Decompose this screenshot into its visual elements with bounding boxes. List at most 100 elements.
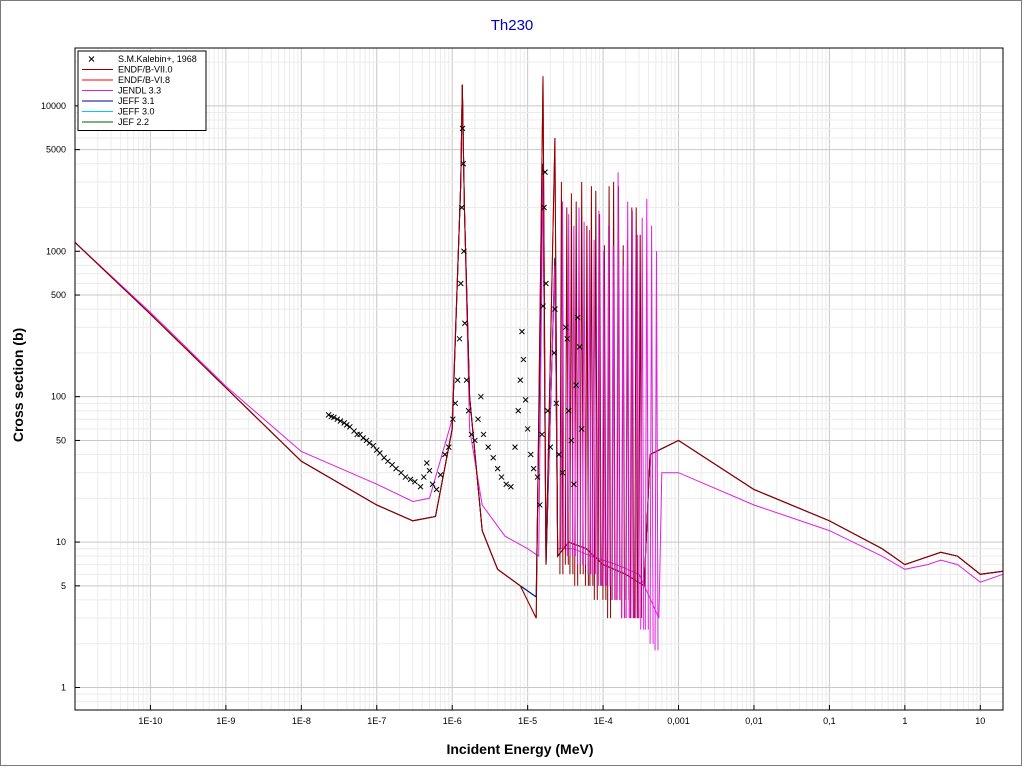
y-tick-label: 5	[61, 581, 66, 591]
data-point	[407, 476, 414, 483]
resonance-spike	[584, 225, 589, 586]
data-point	[543, 280, 549, 287]
data-point	[541, 204, 547, 211]
resonance-spike	[596, 210, 601, 586]
data-point	[442, 451, 448, 458]
data-point	[393, 465, 399, 472]
data-point	[498, 474, 505, 480]
data-point	[433, 486, 440, 493]
data-point	[517, 377, 524, 383]
resonance-spike	[640, 217, 645, 630]
x-axis-label: Incident Energy (MeV)	[446, 741, 593, 757]
y-tick-label: 10000	[41, 101, 66, 111]
ticks-layer: 1E-10 1E-9 1E-8 1E-7 1E-6 1E-5 1E-4 0,001 0,01 0,…	[41, 101, 985, 726]
data-point	[331, 414, 337, 421]
plot-area	[74, 47, 1004, 711]
data-point	[465, 407, 472, 414]
data-point	[420, 474, 427, 480]
data-point	[343, 421, 350, 428]
resonance-spike	[571, 225, 576, 557]
legend-entry: ENDF/B-VII.0	[118, 65, 173, 75]
data-point	[423, 460, 430, 466]
legend-entry: ENDF/B-VI.8	[118, 75, 170, 85]
y-tick-label: 5000	[46, 145, 66, 155]
resonance-spike	[582, 221, 587, 565]
y-tick-label: 1000	[46, 246, 66, 256]
resonance-spike	[601, 251, 606, 586]
legend-box	[77, 50, 207, 131]
resonance-spike	[560, 201, 565, 549]
marker-layer	[325, 125, 585, 508]
legend-entry: JEF 2.2	[118, 117, 149, 127]
resonance-spike	[625, 201, 630, 619]
data-point	[412, 478, 418, 485]
legend-entry: S.M.Kalebin+, 1968	[118, 54, 197, 64]
x-tick-label: 1E-9	[216, 716, 235, 726]
data-point	[366, 440, 373, 446]
resonance-spike	[602, 245, 607, 600]
legend-entry: JEFF 3.0	[118, 107, 155, 117]
data-point	[544, 407, 551, 414]
y-tick-label: 50	[56, 435, 66, 445]
data-point	[522, 397, 529, 403]
y-tick-label: 100	[51, 392, 66, 402]
data-point	[542, 169, 548, 176]
x-tick-label: 1E-10	[138, 716, 162, 726]
data-point	[402, 474, 409, 480]
data-point	[530, 465, 537, 472]
resonance-spike	[592, 239, 597, 575]
data-point	[565, 407, 572, 414]
data-point	[456, 335, 463, 342]
data-point	[478, 393, 484, 400]
data-point	[536, 502, 543, 508]
x-tick-label: 0,001	[667, 716, 690, 726]
legend-entry: JEFF 3.1	[118, 96, 155, 106]
data-point	[370, 442, 377, 449]
grid-layer	[74, 48, 1004, 711]
data-point	[461, 248, 467, 255]
data-point	[337, 418, 344, 424]
resonance-spike	[607, 186, 612, 619]
resonance-spike	[597, 214, 602, 586]
y-tick-label: 10	[56, 537, 66, 547]
resonance-spike	[644, 198, 649, 630]
data-point	[461, 320, 468, 327]
data-point	[485, 444, 492, 450]
data-point	[534, 474, 541, 480]
data-point	[540, 303, 546, 309]
data-point	[515, 407, 522, 414]
data-point	[459, 125, 466, 132]
resonance-spike	[620, 265, 625, 619]
resonance-spike	[629, 207, 634, 619]
data-point	[512, 444, 518, 450]
data-point	[475, 416, 481, 423]
data-point	[490, 454, 497, 461]
resonance-spike	[587, 229, 592, 575]
data-point	[503, 481, 510, 488]
resonance-spike	[577, 207, 581, 565]
data-point	[417, 483, 424, 490]
data-point	[426, 467, 433, 474]
data-point	[457, 280, 464, 287]
data-point	[429, 481, 436, 488]
x-tick-label: 0,01	[745, 716, 763, 726]
resonance-spike	[654, 251, 659, 651]
x-tick-label: 10	[975, 716, 985, 726]
data-point	[559, 469, 566, 476]
data-point	[520, 356, 527, 363]
resonance-spike	[634, 207, 639, 619]
series-line-endf-b-vii-0	[74, 76, 1004, 619]
legend-marker	[88, 56, 95, 62]
data-point	[437, 471, 444, 478]
data-point	[463, 377, 470, 383]
data-point	[578, 426, 585, 432]
x-tick-label: 1E-5	[518, 716, 537, 726]
y-axis-label: Cross section (b)	[10, 328, 26, 442]
data-point	[573, 382, 580, 389]
data-point	[452, 400, 459, 407]
data-point	[564, 335, 571, 342]
series-line-jendl-3-3	[74, 89, 1004, 619]
data-point	[325, 411, 332, 418]
x-tick-label: 1E-6	[443, 716, 462, 726]
